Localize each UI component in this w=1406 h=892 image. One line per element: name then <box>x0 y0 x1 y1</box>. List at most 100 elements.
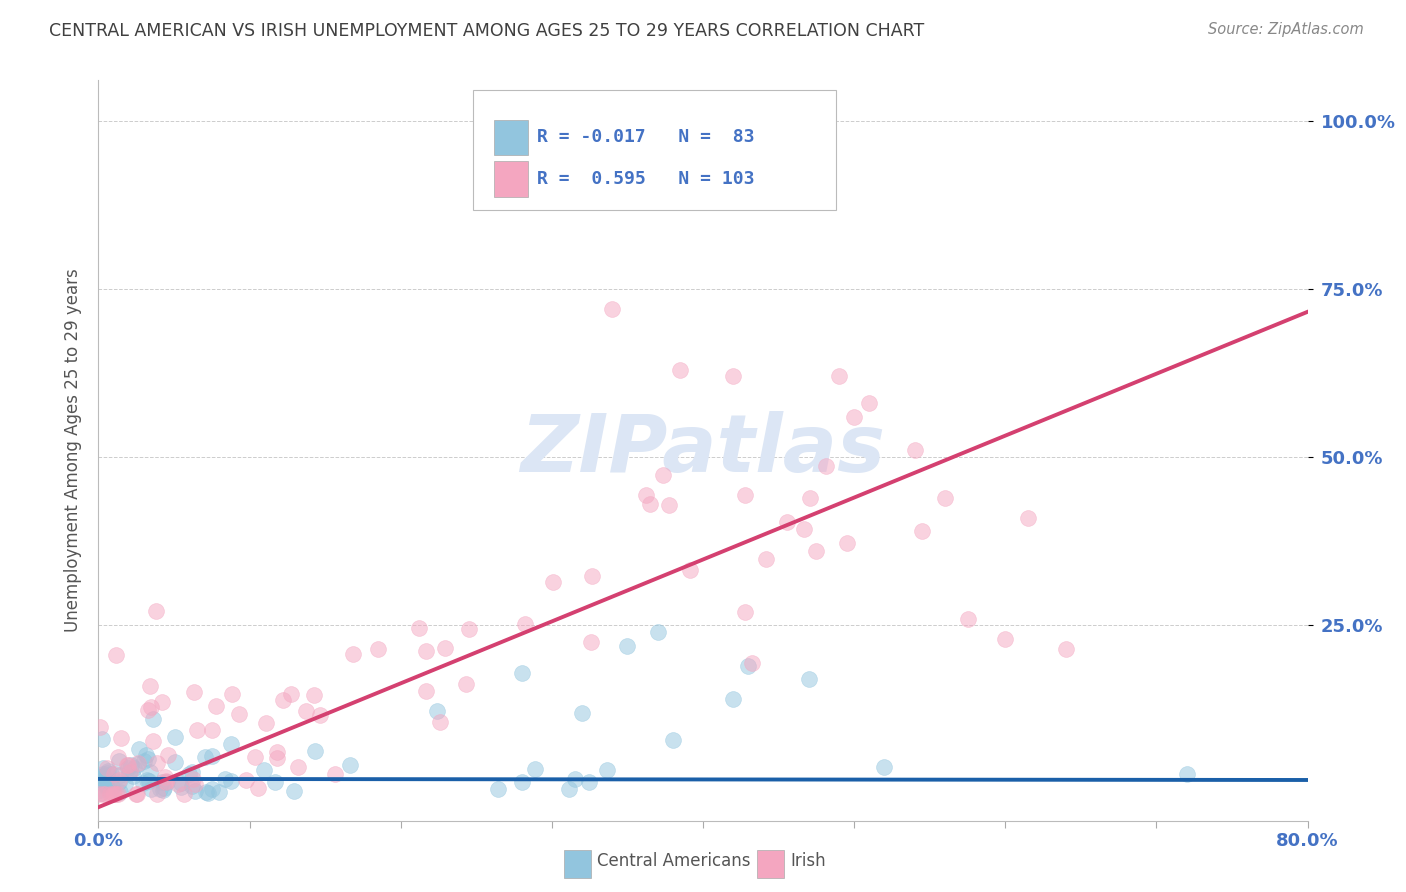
Point <box>104 787 127 801</box>
Point <box>596 763 619 777</box>
Point <box>741 656 763 670</box>
Point <box>104 648 127 663</box>
Point <box>200 749 222 764</box>
Point <box>155 775 177 789</box>
Point <box>96 765 118 780</box>
Point <box>90 732 112 747</box>
Point <box>558 781 581 796</box>
Point <box>745 134 768 148</box>
Text: Source: ZipAtlas.com: Source: ZipAtlas.com <box>1208 22 1364 37</box>
Point <box>564 772 586 786</box>
Point <box>181 764 204 779</box>
Point <box>510 774 533 789</box>
Point <box>911 524 934 539</box>
Point <box>195 784 218 798</box>
Point <box>173 787 195 801</box>
Point <box>426 704 449 718</box>
Point <box>194 749 217 764</box>
Point <box>181 772 204 787</box>
Point <box>103 787 125 801</box>
Point <box>114 776 136 790</box>
Point <box>98 787 121 801</box>
Point <box>1175 766 1198 780</box>
Point <box>107 749 129 764</box>
Point <box>152 782 174 797</box>
Point <box>1017 510 1039 524</box>
Point <box>146 787 169 801</box>
Point <box>723 369 745 384</box>
Point <box>737 658 759 673</box>
Point <box>308 708 330 723</box>
Point <box>799 491 821 505</box>
Point <box>117 761 139 775</box>
Point <box>179 767 201 781</box>
Point <box>110 731 132 745</box>
Point <box>91 761 114 775</box>
Point <box>579 635 602 649</box>
Point <box>186 723 208 737</box>
Point <box>127 756 149 771</box>
Point <box>904 443 927 458</box>
Y-axis label: Unemployment Among Ages 25 to 29 years: Unemployment Among Ages 25 to 29 years <box>63 268 82 632</box>
Point <box>734 487 756 501</box>
Point <box>156 775 179 789</box>
Point <box>89 787 111 801</box>
Point <box>127 756 149 771</box>
Point <box>201 782 224 797</box>
Point <box>152 780 174 795</box>
Point <box>100 767 122 781</box>
Point <box>90 774 112 789</box>
Point <box>89 720 111 734</box>
Point <box>94 779 117 793</box>
Point <box>97 764 120 778</box>
Point <box>120 757 142 772</box>
Point <box>200 723 222 737</box>
Point <box>581 569 603 583</box>
Point <box>523 762 546 776</box>
Point <box>304 744 326 758</box>
Point <box>793 522 815 536</box>
Point <box>956 612 979 626</box>
Point <box>730 127 752 141</box>
Point <box>108 768 131 782</box>
Point <box>737 140 759 154</box>
Point <box>246 780 269 795</box>
Point <box>858 396 880 410</box>
Point <box>118 765 141 780</box>
Point <box>150 695 173 709</box>
Point <box>776 515 799 529</box>
Point <box>117 758 139 772</box>
Point <box>488 781 510 796</box>
Point <box>219 773 242 788</box>
Point <box>323 766 346 780</box>
Point <box>96 781 118 796</box>
Point <box>602 302 624 317</box>
Point <box>91 787 114 801</box>
Point <box>828 369 851 384</box>
Point <box>266 745 288 759</box>
Point <box>136 703 159 717</box>
Point <box>139 679 162 693</box>
Text: CENTRAL AMERICAN VS IRISH UNEMPLOYMENT AMONG AGES 25 TO 29 YEARS CORRELATION CHA: CENTRAL AMERICAN VS IRISH UNEMPLOYMENT A… <box>49 22 925 40</box>
Point <box>339 758 361 772</box>
Point <box>578 775 600 789</box>
Point <box>153 770 176 784</box>
Point <box>138 774 160 789</box>
Point <box>136 772 159 787</box>
Point <box>197 786 219 800</box>
Point <box>184 784 207 798</box>
Point <box>429 715 451 730</box>
Point <box>271 692 294 706</box>
Point <box>97 778 120 792</box>
Point <box>180 780 202 794</box>
Point <box>135 748 157 763</box>
Point <box>183 685 205 699</box>
Point <box>755 552 778 566</box>
Point <box>115 758 138 772</box>
Point <box>219 737 242 751</box>
Point <box>125 787 148 801</box>
Point <box>797 673 820 687</box>
Point <box>125 787 148 801</box>
Point <box>415 684 437 698</box>
Point <box>806 544 828 558</box>
